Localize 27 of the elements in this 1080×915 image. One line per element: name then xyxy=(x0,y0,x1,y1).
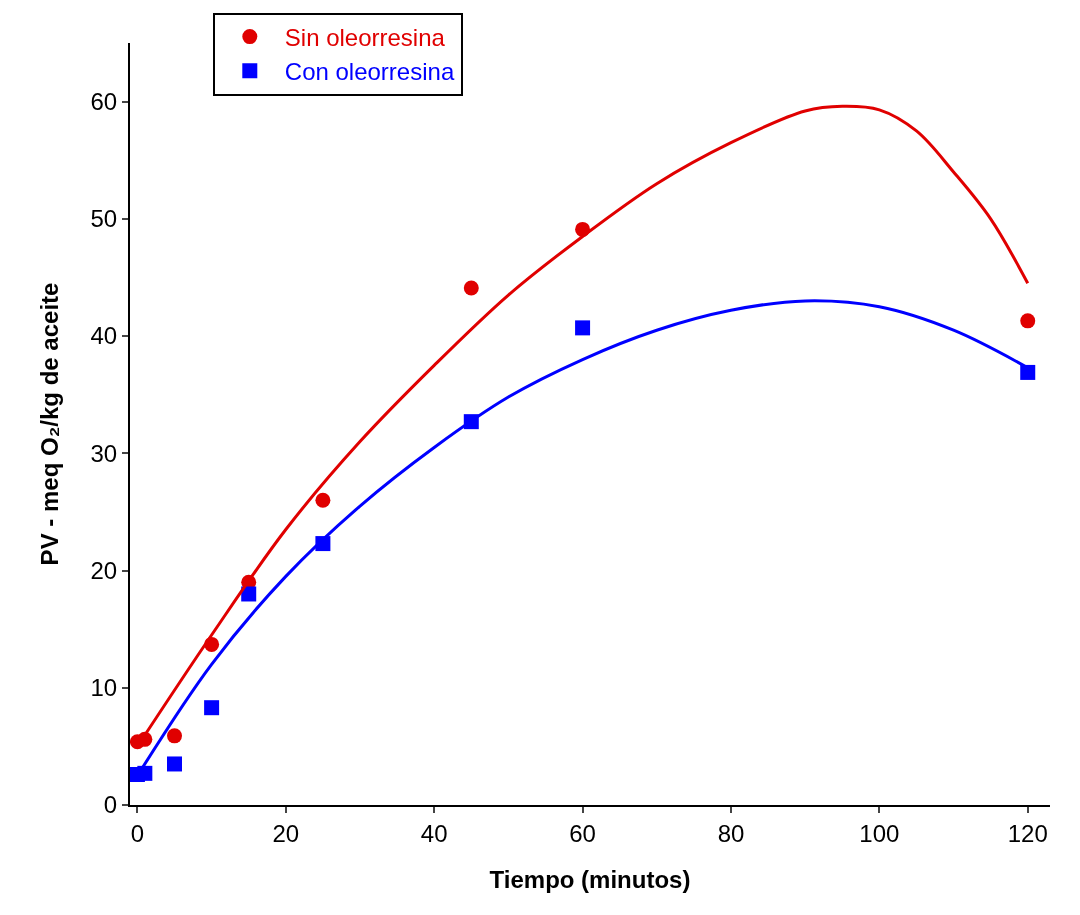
point xyxy=(241,586,257,602)
x-tick-label: 20 xyxy=(272,819,300,847)
point xyxy=(1020,364,1036,380)
legend-label: Sin oleorresina xyxy=(284,23,446,51)
x-tick-label: 60 xyxy=(569,819,596,847)
x-tick-label: 80 xyxy=(717,819,745,847)
y-tick-label: 30 xyxy=(90,439,118,467)
legend-label: Con oleorresina xyxy=(284,58,455,86)
y-tick-label: 60 xyxy=(90,88,118,116)
point xyxy=(167,728,183,744)
y-tick-label: 50 xyxy=(90,205,118,233)
y-tick-label: 40 xyxy=(90,322,118,350)
y-tick-label: 10 xyxy=(90,674,118,702)
x-tick-label: 100 xyxy=(859,819,900,847)
point xyxy=(204,700,220,716)
x-tick-label: 120 xyxy=(1007,819,1048,847)
x-tick-label: 0 xyxy=(130,819,145,847)
point xyxy=(315,492,331,508)
point xyxy=(1020,313,1036,329)
y-tick-label: 20 xyxy=(90,556,118,584)
point xyxy=(463,280,479,296)
x-axis-title: Tiempo (minutos) xyxy=(489,865,691,893)
y-tick-label: 0 xyxy=(103,791,118,819)
y-axis-title: PV - meq O₂/kg de aceite xyxy=(36,282,64,566)
point xyxy=(575,320,591,336)
x-tick-label: 40 xyxy=(420,819,448,847)
point xyxy=(167,756,183,772)
